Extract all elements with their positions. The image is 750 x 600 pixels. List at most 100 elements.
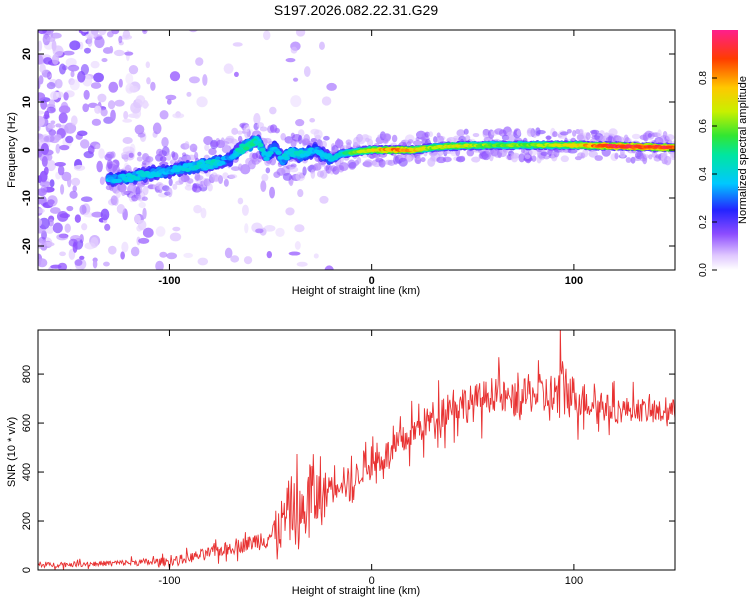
noise-blob bbox=[225, 271, 231, 277]
ridge-halo bbox=[614, 152, 619, 160]
ridge-halo bbox=[145, 156, 154, 163]
ridge-halo bbox=[657, 129, 662, 139]
noise-blob bbox=[275, 227, 285, 237]
noise-blob bbox=[266, 250, 273, 259]
ridge-halo bbox=[259, 126, 268, 132]
y-tick-label: 800 bbox=[21, 365, 33, 383]
noise-blob bbox=[130, 101, 142, 114]
ridge-halo bbox=[136, 193, 142, 200]
noise-blob bbox=[36, 270, 40, 278]
ridge-halo bbox=[545, 135, 552, 140]
noise-blob bbox=[142, 227, 154, 238]
noise-blob bbox=[155, 260, 164, 270]
noise-blob bbox=[79, 139, 90, 149]
spectrogram-y-axis-label: Frequency (Hz) bbox=[6, 112, 18, 188]
noise-blob bbox=[54, 161, 66, 167]
noise-blob bbox=[111, 30, 120, 35]
y-tick-label: 0 bbox=[21, 567, 33, 573]
snr-series-line bbox=[38, 330, 675, 570]
noise-blob bbox=[122, 30, 131, 39]
ridge-halo bbox=[248, 160, 253, 169]
ridge-halo bbox=[590, 129, 600, 135]
ridge-halo bbox=[184, 141, 190, 150]
noise-blob bbox=[269, 186, 275, 199]
noise-blob bbox=[166, 252, 178, 260]
noise-blob bbox=[104, 223, 111, 231]
noise-blob bbox=[96, 160, 103, 173]
noise-blob bbox=[295, 119, 305, 127]
noise-blob bbox=[241, 204, 249, 216]
noise-blob bbox=[97, 93, 107, 103]
x-tick-label: 0 bbox=[369, 275, 375, 287]
x-tick-label: -100 bbox=[158, 275, 180, 287]
ridge-halo bbox=[516, 129, 521, 136]
ridge-halo bbox=[442, 156, 452, 163]
noise-blob bbox=[43, 166, 49, 176]
spectrogram-marks bbox=[36, 30, 675, 278]
y-tick-label: 600 bbox=[21, 414, 33, 432]
noise-blob bbox=[118, 35, 123, 44]
noise-blob bbox=[84, 242, 96, 250]
snr-x-axis-label: Height of straight line (km) bbox=[292, 585, 420, 597]
snr-panel: -100 0 100 0 200 400 600 800 Height of straight… bbox=[6, 329, 676, 597]
noise-blob bbox=[202, 74, 208, 86]
ridge-halo bbox=[543, 155, 550, 160]
noise-blob bbox=[230, 255, 240, 263]
ridge-halo bbox=[472, 133, 480, 138]
ridge-halo bbox=[302, 166, 307, 176]
ridge-halo bbox=[222, 172, 229, 180]
snr-ticks: -100 0 100 0 200 400 600 800 bbox=[21, 330, 675, 587]
noise-blob bbox=[103, 30, 107, 31]
ridge-halo bbox=[552, 131, 558, 138]
ridge-halo bbox=[336, 138, 341, 148]
noise-blob bbox=[71, 177, 81, 187]
noise-blob bbox=[224, 247, 233, 259]
ridge-mark bbox=[259, 147, 266, 152]
noise-blob bbox=[133, 214, 141, 224]
noise-blob bbox=[253, 113, 261, 125]
noise-blob bbox=[48, 99, 56, 107]
ridge-halo bbox=[594, 155, 603, 161]
noise-blob bbox=[69, 40, 81, 51]
ridge-halo bbox=[263, 137, 272, 143]
noise-blob bbox=[56, 233, 69, 241]
ridge-halo bbox=[524, 154, 531, 160]
noise-blob bbox=[70, 115, 78, 126]
noise-blob bbox=[98, 30, 107, 36]
noise-blob bbox=[193, 204, 202, 214]
noise-blob bbox=[50, 264, 62, 269]
ridge-halo bbox=[412, 140, 423, 146]
noise-blob bbox=[172, 113, 185, 119]
ridge-halo bbox=[303, 133, 311, 144]
x-tick-label: -100 bbox=[158, 575, 180, 587]
ridge-mark bbox=[287, 148, 294, 153]
noise-blob bbox=[122, 137, 133, 144]
noise-blob bbox=[83, 89, 90, 100]
noise-blob bbox=[60, 184, 65, 195]
ridge-halo bbox=[647, 133, 652, 138]
noise-blob bbox=[122, 118, 133, 123]
ridge-halo bbox=[106, 159, 113, 170]
noise-blob bbox=[38, 30, 48, 35]
x-tick-label: 0 bbox=[369, 575, 375, 587]
ridge-halo bbox=[120, 186, 126, 197]
ridge-halo bbox=[531, 155, 537, 162]
ridge-halo bbox=[615, 136, 625, 143]
ridge-halo bbox=[313, 163, 322, 171]
ridge-halo bbox=[356, 156, 362, 164]
noise-blob bbox=[64, 122, 77, 134]
noise-blob bbox=[101, 58, 108, 63]
ridge-halo bbox=[313, 129, 323, 140]
noise-blob bbox=[129, 85, 139, 93]
y-tick-label: 20 bbox=[21, 48, 33, 60]
ridge-halo bbox=[338, 162, 349, 172]
noise-blob bbox=[99, 176, 105, 186]
noise-blob bbox=[196, 96, 208, 108]
noise-blob bbox=[231, 127, 239, 135]
y-tick-label: 0 bbox=[21, 147, 33, 153]
ridge-halo bbox=[137, 151, 142, 157]
noise-blob bbox=[100, 208, 110, 221]
ridge-halo bbox=[582, 148, 589, 158]
noise-blob bbox=[80, 196, 93, 202]
ridge-halo bbox=[168, 178, 173, 187]
